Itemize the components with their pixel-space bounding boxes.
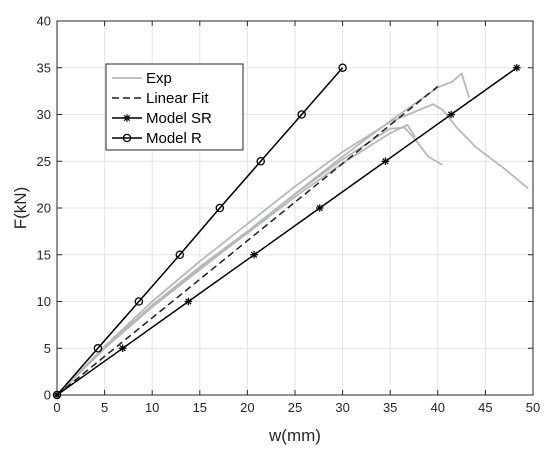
y-tick-label: 35 [37, 60, 51, 75]
circle-marker [297, 110, 306, 119]
y-tick-label: 0 [44, 388, 51, 403]
y-tick-label: 20 [37, 201, 51, 216]
asterisk-marker [315, 204, 324, 212]
y-tick-label: 5 [44, 341, 51, 356]
asterisk-marker [184, 297, 193, 306]
series-model-r [52, 63, 347, 400]
asterisk-marker [118, 344, 127, 353]
x-tick-label: 40 [431, 400, 445, 415]
y-tick-label: 10 [37, 294, 51, 309]
y-tick-label: 15 [37, 247, 51, 262]
circle-marker [215, 203, 225, 213]
series-line [56, 67, 518, 396]
x-tick-label: 50 [526, 400, 540, 415]
x-tick-label: 15 [193, 400, 207, 415]
x-tick-label: 35 [383, 400, 397, 415]
circle-marker [134, 297, 144, 306]
asterisk-marker [447, 110, 455, 119]
asterisk-marker [513, 63, 521, 72]
legend-label: Model SR [146, 110, 212, 127]
x-tick-label: 30 [335, 400, 349, 415]
exp-curve [56, 72, 471, 396]
series-exp [56, 72, 529, 396]
exp-curve [56, 123, 416, 396]
series-layer [52, 63, 529, 400]
axes: 0 5 10 15 20 25 30 35 40 45 50 0 5 10 15 20 25 30 35 40 [37, 14, 541, 416]
legend-item: Model R [112, 130, 202, 147]
circle-marker [93, 343, 103, 353]
legend-item: Exp [112, 70, 172, 87]
circle-marker [122, 133, 132, 143]
series-line [56, 67, 344, 396]
x-tick-label: 10 [145, 400, 159, 415]
x-tick-label: 45 [478, 400, 492, 415]
circle-marker [175, 250, 185, 259]
circle-marker [52, 390, 62, 400]
y-tick-label: 30 [37, 107, 51, 122]
asterisk-marker [250, 250, 258, 259]
legend-label: Exp [146, 70, 172, 87]
x-axis-label: w(mm) [268, 426, 321, 445]
x-tick-label: 0 [53, 400, 60, 415]
series-linear-fit [56, 85, 439, 396]
legend-item: Linear Fit [112, 90, 209, 107]
legend: Exp Linear Fit Model SR Model R [105, 63, 244, 151]
series-model-sr [53, 63, 521, 399]
y-tick-label: 25 [37, 154, 51, 169]
legend-label: Model R [146, 130, 202, 147]
asterisk-marker [123, 114, 131, 122]
x-tick-label: 20 [240, 400, 254, 415]
y-axis-label: F(kN) [11, 187, 30, 229]
y-tick-label: 40 [37, 14, 51, 29]
circle-marker [338, 63, 347, 73]
series-line [56, 85, 439, 396]
legend-item: Model SR [112, 110, 212, 127]
legend-label: Linear Fit [146, 90, 209, 107]
x-tick-label: 25 [288, 400, 302, 415]
exp-curve [56, 103, 529, 396]
asterisk-marker [381, 157, 390, 166]
circle-marker [256, 156, 265, 166]
x-tick-label: 5 [101, 400, 108, 415]
